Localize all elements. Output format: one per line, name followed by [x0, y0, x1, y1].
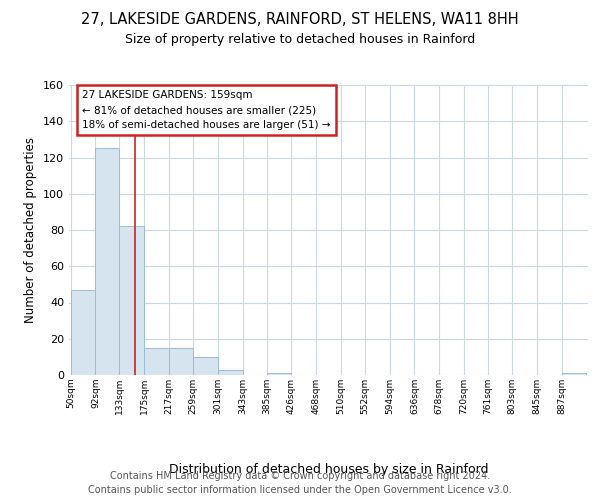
Text: Contains HM Land Registry data © Crown copyright and database right 2024.
Contai: Contains HM Land Registry data © Crown c… [88, 471, 512, 495]
Bar [267, 373, 291, 375]
Bar [119, 226, 144, 375]
Bar [193, 357, 218, 375]
Y-axis label: Number of detached properties: Number of detached properties [25, 137, 37, 323]
Bar [144, 348, 169, 375]
Bar [562, 373, 586, 375]
Bar [95, 148, 119, 375]
Bar [71, 290, 95, 375]
X-axis label: Distribution of detached houses by size in Rainford: Distribution of detached houses by size … [169, 463, 488, 476]
Text: Size of property relative to detached houses in Rainford: Size of property relative to detached ho… [125, 32, 475, 46]
Bar [218, 370, 242, 375]
Bar [169, 348, 193, 375]
Text: 27, LAKESIDE GARDENS, RAINFORD, ST HELENS, WA11 8HH: 27, LAKESIDE GARDENS, RAINFORD, ST HELEN… [81, 12, 519, 28]
Text: 27 LAKESIDE GARDENS: 159sqm
← 81% of detached houses are smaller (225)
18% of se: 27 LAKESIDE GARDENS: 159sqm ← 81% of det… [82, 90, 331, 130]
